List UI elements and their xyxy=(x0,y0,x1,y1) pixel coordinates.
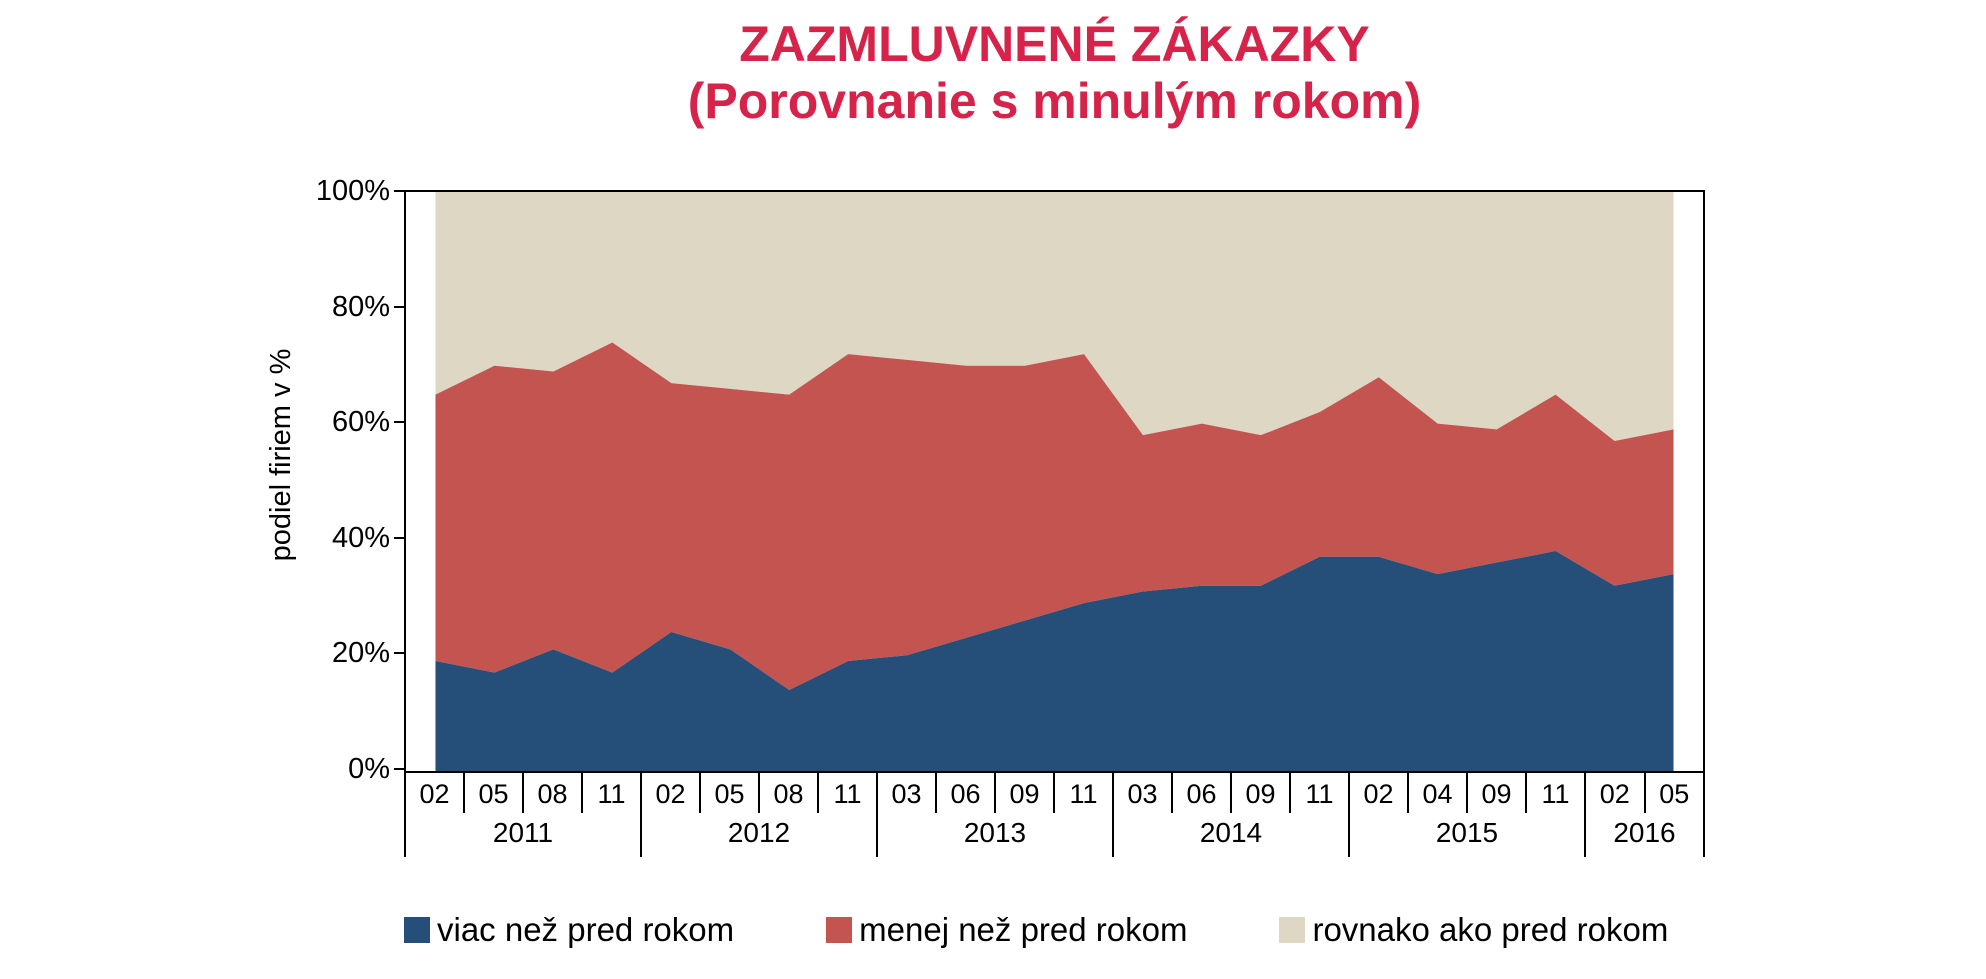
legend-swatch-icon xyxy=(404,917,430,943)
month-row: 03 06 09 11 xyxy=(878,773,1112,813)
year-label: 2011 xyxy=(492,817,554,848)
month-row: 02 05 xyxy=(1586,773,1703,813)
legend: viac než pred rokom menej než pred rokom r… xyxy=(404,911,1705,949)
month-label: 02 xyxy=(1586,773,1646,813)
month-label: 02 xyxy=(1350,773,1409,813)
y-tick-label: 20% xyxy=(331,637,390,670)
month-label: 11 xyxy=(597,779,626,809)
year-group-2012: 02 05 08 11 2012 xyxy=(642,773,878,857)
y-tick-label: 60% xyxy=(331,406,390,439)
legend-entry-0: viac než pred rokom xyxy=(404,911,734,949)
y-tick-mark xyxy=(394,536,405,539)
month-label: 11 xyxy=(1069,779,1098,809)
legend-entry-2: rovnako ako pred rokom xyxy=(1279,911,1668,949)
month-label: 11 xyxy=(1305,779,1334,809)
chart-title-line1: ZAZMLUVNENÉ ZÁKAZKY xyxy=(739,16,1370,72)
month-label: 09 xyxy=(1468,773,1527,813)
stacked-area-chart xyxy=(435,192,1674,771)
legend-entry-1: menej než pred rokom xyxy=(826,911,1187,949)
month-label: 03 xyxy=(1114,773,1173,813)
month-label: 05 xyxy=(1659,779,1690,809)
month-label: 05 xyxy=(465,773,524,813)
month-label: 08 xyxy=(760,773,819,813)
x-axis-table: 02 05 08 11 2011 02 05 08 11 2012 03 06 09 11 2013 03 06… xyxy=(404,771,1705,857)
legend-label: rovnako ako pred rokom xyxy=(1312,911,1669,948)
legend-label: menej než pred rokom xyxy=(859,911,1188,948)
area-viac xyxy=(435,550,1674,771)
area-menej xyxy=(435,342,1674,690)
year-label: 2015 xyxy=(1435,817,1499,848)
month-label: 03 xyxy=(878,773,937,813)
month-row: 02 05 08 11 xyxy=(406,773,640,813)
month-label: 06 xyxy=(937,773,996,813)
year-group-2011: 02 05 08 11 2011 xyxy=(406,773,642,857)
month-label: 11 xyxy=(1541,779,1570,809)
year-label: 2014 xyxy=(1199,817,1263,848)
month-label: 04 xyxy=(1409,773,1468,813)
month-label: 02 xyxy=(406,773,465,813)
legend-label: viac než pred rokom xyxy=(437,911,735,948)
y-tick-mark xyxy=(394,190,405,192)
month-row: 02 04 09 11 xyxy=(1350,773,1584,813)
chart-title: ZAZMLUVNENÉ ZÁKAZKY (Porovnanie s minulý… xyxy=(404,16,1705,130)
year-label: 2012 xyxy=(727,817,791,848)
y-tick-label: 0% xyxy=(348,753,390,785)
y-tick-label: 80% xyxy=(331,290,390,323)
y-tick-label: 40% xyxy=(331,521,390,554)
y-tick-mark xyxy=(394,305,405,308)
legend-swatch-icon xyxy=(826,917,853,943)
year-group-2013: 03 06 09 11 2013 xyxy=(878,773,1114,857)
plot-area xyxy=(404,190,1705,771)
month-row: 03 06 09 11 xyxy=(1114,773,1348,813)
month-label: 08 xyxy=(524,773,583,813)
month-label: 09 xyxy=(996,773,1055,813)
year-label: 2013 xyxy=(963,817,1027,848)
chart-title-line2: (Porovnanie s minulým rokom) xyxy=(687,73,1422,129)
month-label: 09 xyxy=(1232,773,1291,813)
year-group-2015: 02 04 09 11 2015 xyxy=(1350,773,1586,857)
y-axis-title: podiel firiem v % xyxy=(265,348,297,562)
month-label: 05 xyxy=(701,773,760,813)
year-group-2016: 02 05 2016 xyxy=(1586,773,1703,857)
year-group-2014: 03 06 09 11 2014 xyxy=(1114,773,1350,857)
y-tick-mark xyxy=(394,768,405,770)
y-tick-label: 100% xyxy=(315,175,390,207)
month-row: 02 05 08 11 xyxy=(642,773,876,813)
legend-swatch-icon xyxy=(1279,917,1306,943)
year-label: 2016 xyxy=(1613,817,1676,848)
area-rovnako xyxy=(435,192,1674,441)
month-label: 11 xyxy=(833,779,862,809)
y-tick-mark xyxy=(394,421,405,424)
month-label: 06 xyxy=(1173,773,1232,813)
month-label: 02 xyxy=(642,773,701,813)
y-tick-mark xyxy=(394,652,405,655)
